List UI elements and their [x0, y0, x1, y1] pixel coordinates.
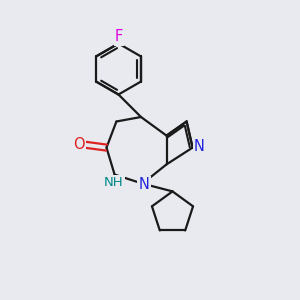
- Text: N: N: [194, 139, 205, 154]
- Text: O: O: [73, 137, 84, 152]
- Text: NH: NH: [104, 176, 124, 190]
- Text: N: N: [139, 177, 149, 192]
- Text: F: F: [115, 29, 123, 44]
